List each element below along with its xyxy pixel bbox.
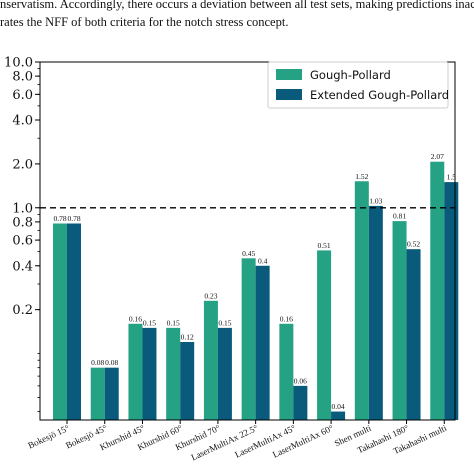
bar-extended-gough-pollard-lasermultiax-22-5 bbox=[255, 265, 270, 420]
data-label-gough-pollard-lasermultiax-60: 0.51 bbox=[318, 241, 331, 250]
intro-text-line-1: nservatism. Accordingly, there occurs a … bbox=[0, 0, 474, 11]
data-label-gough-pollard-shen-multi: 1.52 bbox=[355, 172, 368, 181]
x-axis: Bokesjö 15°Bokesjö 45°Khurshid 45°Khursh… bbox=[26, 420, 449, 462]
bar-gough-pollard-khurshid-70 bbox=[203, 300, 218, 420]
data-label-gough-pollard-takahashi-multi: 2.07 bbox=[431, 152, 444, 161]
bar-extended-gough-pollard-takahashi-multi bbox=[444, 182, 459, 420]
bar-extended-gough-pollard-shen-multi bbox=[368, 205, 383, 420]
data-label-extended-gough-pollard-shen-multi: 1.03 bbox=[369, 196, 382, 205]
bar-extended-gough-pollard-khurshid-70 bbox=[217, 327, 232, 420]
legend-label-gough-pollard: Gough-Pollard bbox=[310, 68, 391, 82]
legend-swatch-gough-pollard bbox=[276, 69, 302, 80]
plot-frame bbox=[39, 61, 456, 421]
x-tick-label-bokesj-15: Bokesjö 15° bbox=[26, 423, 71, 451]
bar-extended-gough-pollard-bokesj-45 bbox=[104, 367, 119, 420]
bar-gough-pollard-shen-multi bbox=[354, 181, 369, 420]
data-label-extended-gough-pollard-takahashi-multi: 1.5 bbox=[447, 173, 457, 182]
y-axis: 10.08.0 6.0 4.0 2.0 1.00.8 0.6 0.4 0.2 bbox=[4, 56, 40, 412]
data-label-extended-gough-pollard-khurshid-60: 0.12 bbox=[181, 332, 194, 341]
bar-extended-gough-pollard-lasermultiax-45 bbox=[293, 385, 308, 420]
data-label-extended-gough-pollard-khurshid-45: 0.15 bbox=[143, 318, 156, 327]
data-label-extended-gough-pollard-bokesj-45: 0.08 bbox=[105, 358, 118, 367]
bars-layer bbox=[53, 161, 459, 420]
data-label-extended-gough-pollard-takahashi-180: 0.52 bbox=[407, 240, 420, 249]
bar-gough-pollard-lasermultiax-22-5 bbox=[241, 258, 256, 420]
bar-gough-pollard-khurshid-45 bbox=[128, 323, 143, 420]
bar-extended-gough-pollard-khurshid-60 bbox=[180, 341, 195, 420]
y-tick-label: 0.8 bbox=[12, 215, 33, 230]
y-tick-label: 0.2 bbox=[12, 303, 33, 318]
data-label-extended-gough-pollard-lasermultiax-60: 0.04 bbox=[332, 402, 345, 411]
data-label-extended-gough-pollard-bokesj-15: 0.78 bbox=[67, 214, 80, 223]
data-label-gough-pollard-takahashi-180: 0.81 bbox=[393, 212, 406, 221]
y-tick-label: 1.0 bbox=[12, 201, 33, 216]
bar-gough-pollard-bokesj-15 bbox=[53, 223, 67, 420]
bar-gough-pollard-lasermultiax-45 bbox=[279, 323, 294, 420]
legend-box bbox=[267, 61, 449, 109]
data-label-gough-pollard-bokesj-15: 0.78 bbox=[53, 214, 66, 223]
bar-gough-pollard-khurshid-60 bbox=[166, 327, 181, 420]
bar-gough-pollard-lasermultiax-60 bbox=[317, 250, 332, 420]
data-label-gough-pollard-lasermultiax-45: 0.16 bbox=[280, 314, 293, 323]
data-label-extended-gough-pollard-lasermultiax-22-5: 0.4 bbox=[258, 256, 268, 265]
bar-gough-pollard-takahashi-multi bbox=[430, 161, 445, 420]
legend-label-extended-gough-pollard: Extended Gough-Pollard bbox=[310, 88, 449, 102]
data-label-gough-pollard-khurshid-70: 0.23 bbox=[204, 291, 217, 300]
y-tick-label: 2.0 bbox=[12, 157, 33, 172]
legend-swatch-extended-gough-pollard bbox=[276, 89, 302, 100]
y-tick-label: 6.0 bbox=[12, 88, 33, 103]
y-tick-label: 4.0 bbox=[12, 114, 33, 129]
y-tick-label: 8.0 bbox=[12, 70, 33, 85]
data-label-gough-pollard-khurshid-45: 0.16 bbox=[129, 314, 142, 323]
bar-extended-gough-pollard-bokesj-15 bbox=[67, 223, 81, 420]
value-labels-layer: 0.78 0.780.08 0.080.16 0.15 0.150.120.230.15… bbox=[53, 152, 456, 411]
data-label-gough-pollard-lasermultiax-22-5: 0.45 bbox=[242, 249, 255, 258]
bar-gough-pollard-takahashi-180 bbox=[392, 221, 407, 420]
bar-extended-gough-pollard-lasermultiax-60 bbox=[331, 411, 346, 420]
data-label-gough-pollard-khurshid-60: 0.15 bbox=[167, 318, 180, 327]
y-tick-label: 0.4 bbox=[12, 259, 33, 274]
data-label-extended-gough-pollard-khurshid-70: 0.15 bbox=[218, 318, 231, 327]
bar-extended-gough-pollard-takahashi-180 bbox=[406, 249, 421, 420]
bar-gough-pollard-bokesj-45 bbox=[90, 367, 105, 420]
legend: Gough-Pollard Extended Gough-Pollard bbox=[267, 61, 449, 109]
intro-text-line-2: rates the NFF of both criteria for the n… bbox=[0, 15, 289, 29]
data-label-gough-pollard-bokesj-45: 0.08 bbox=[91, 358, 104, 367]
y-tick-label: 10.0 bbox=[4, 56, 33, 71]
y-tick-label: 0.6 bbox=[12, 234, 33, 249]
bar-extended-gough-pollard-khurshid-45 bbox=[142, 327, 157, 420]
data-label-extended-gough-pollard-lasermultiax-45: 0.06 bbox=[294, 376, 307, 385]
